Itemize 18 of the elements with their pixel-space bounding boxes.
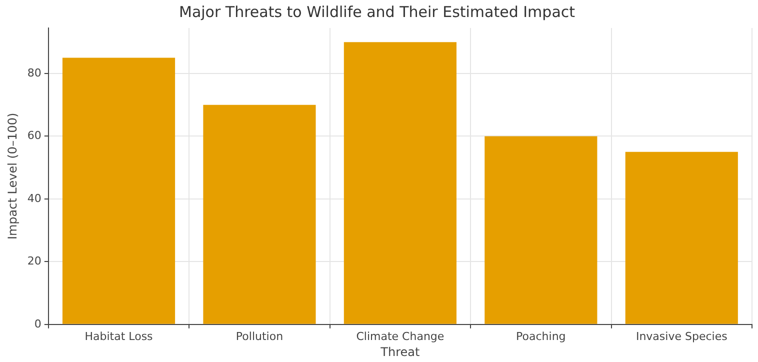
- y-tick-label: 20: [27, 254, 42, 268]
- y-tick-label: 40: [27, 192, 42, 205]
- y-tick-label: 0: [34, 317, 42, 330]
- x-tick-label: Habitat Loss: [84, 330, 154, 343]
- x-tick-label: Pollution: [236, 330, 284, 343]
- x-axis-title: Threat: [380, 344, 420, 359]
- y-axis-title: Impact Level (0–100): [5, 112, 20, 240]
- y-tick-label: 60: [27, 129, 42, 142]
- x-tick-label: Climate Change: [356, 330, 444, 343]
- bar: [625, 152, 738, 324]
- x-tick-label: Poaching: [516, 330, 566, 343]
- y-tick-label: 80: [27, 66, 42, 80]
- chart-title: Major Threats to Wildlife and Their Estimated Impact: [178, 2, 576, 21]
- bar: [344, 42, 456, 324]
- x-tick-label: Invasive Species: [636, 330, 728, 343]
- bar: [484, 136, 598, 324]
- bar: [62, 58, 176, 324]
- bar: [203, 104, 316, 324]
